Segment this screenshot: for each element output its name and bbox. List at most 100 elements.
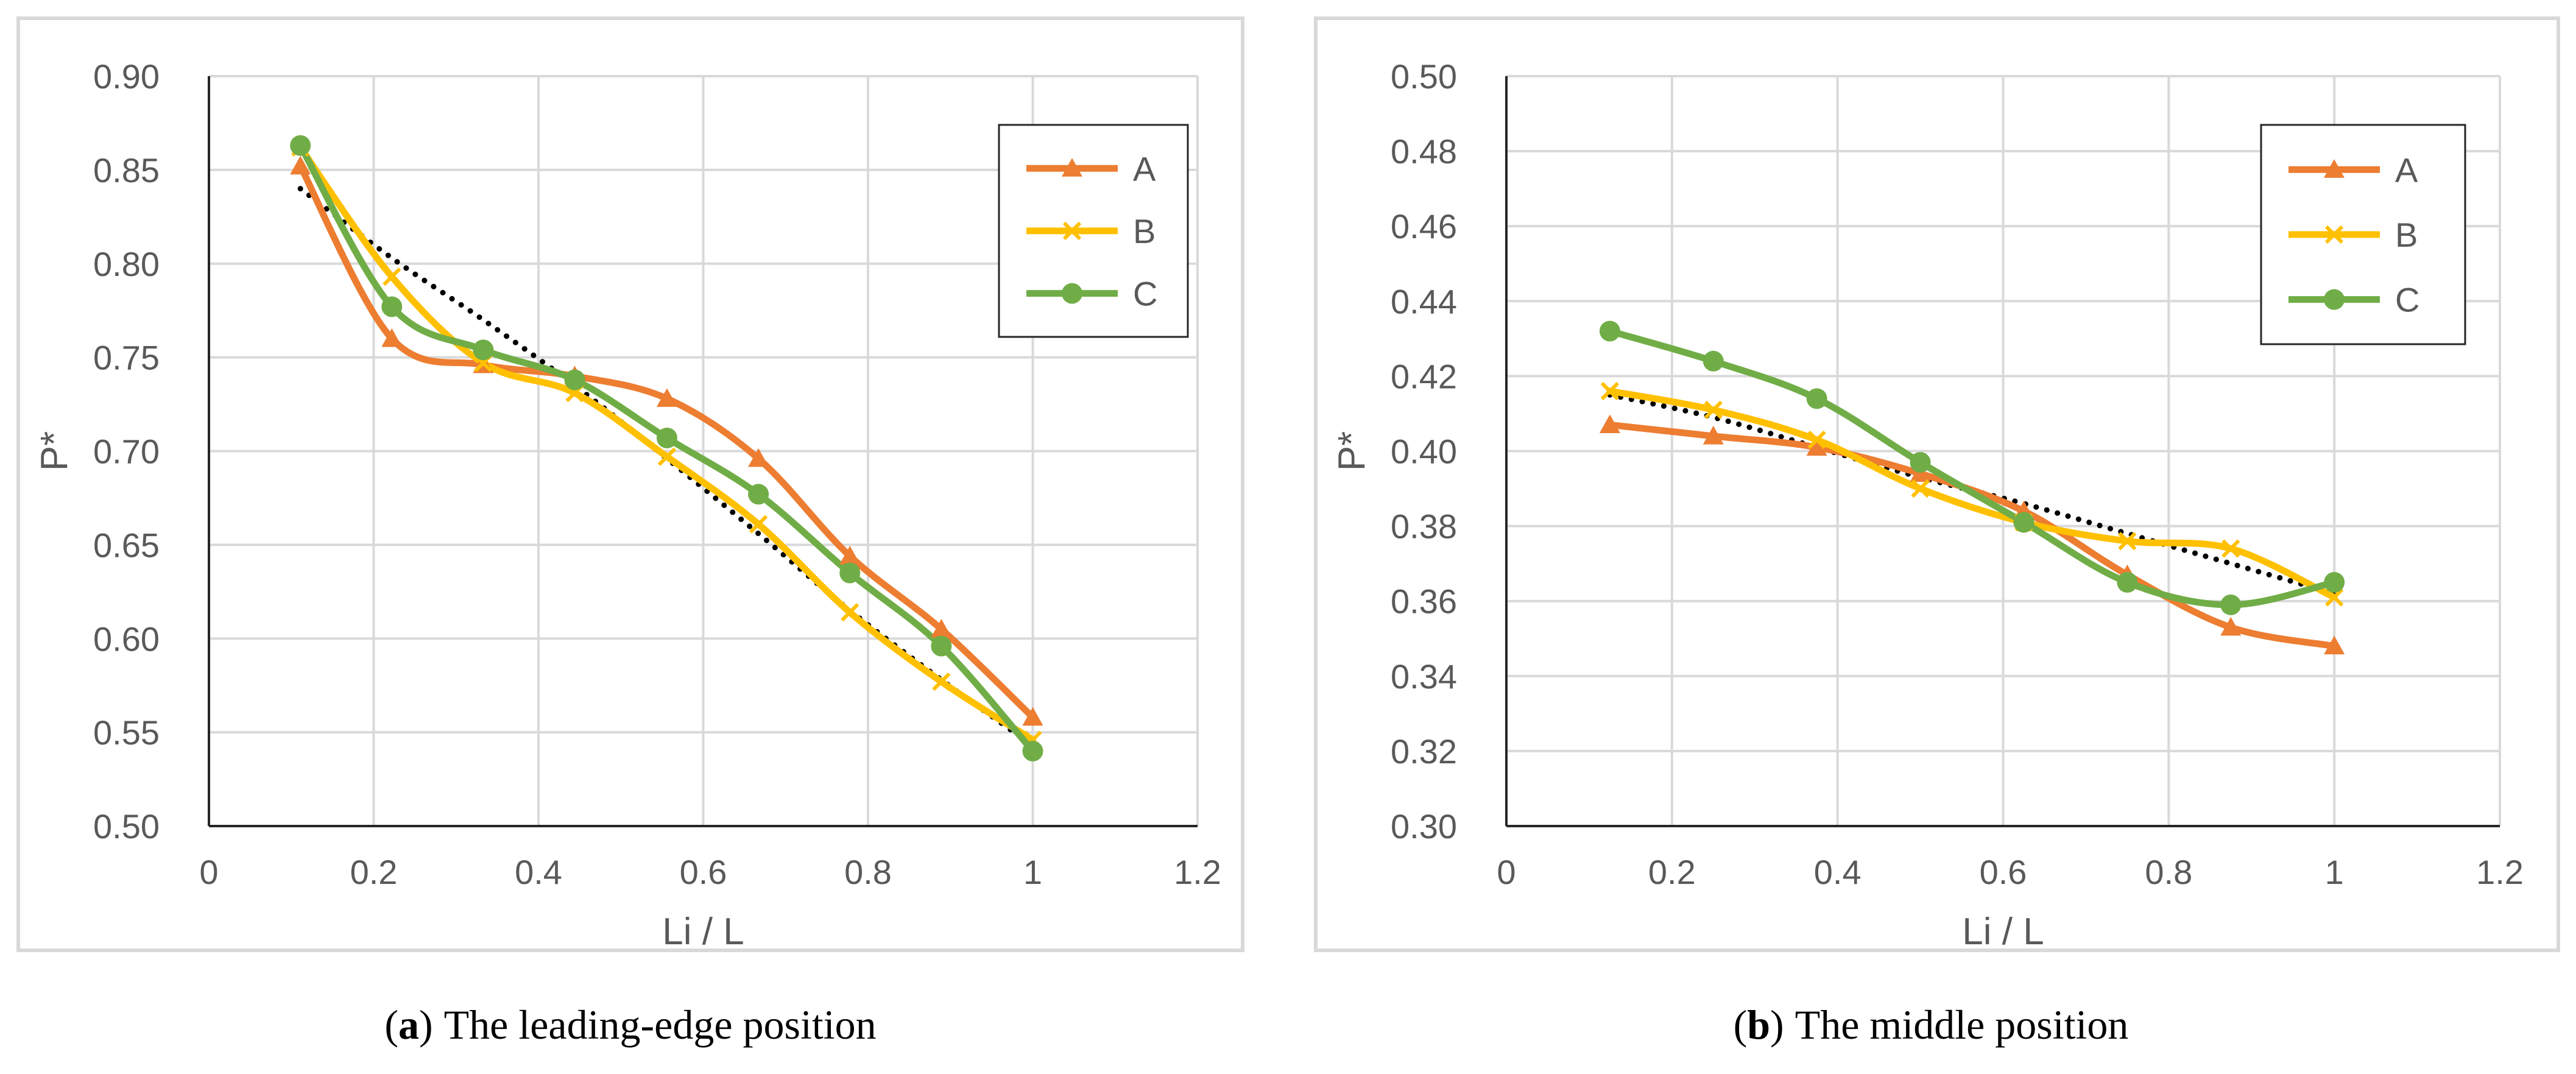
- chart-a-x-tick-label: 0.2: [350, 853, 398, 891]
- caption-b-text: The middle position: [1795, 1002, 2129, 1048]
- chart-a-x-tick-label: 1.2: [1174, 853, 1221, 891]
- chart-a-x-tick-label: 0.6: [680, 853, 727, 891]
- chart-a-y-tick-label: 0.90: [93, 57, 160, 96]
- chart-a-legend-A-label: A: [1133, 149, 1156, 188]
- caption-a-open: (: [384, 1002, 398, 1048]
- chart-b-x-tick-label: 0.6: [1980, 853, 2027, 891]
- chart-a-series-A-point: [1022, 707, 1043, 726]
- chart-a-series-C-point: [839, 562, 861, 584]
- caption-b-open: (: [1734, 1002, 1748, 1048]
- chart-b-series-C-point: [2324, 571, 2345, 593]
- chart-b-y-tick-label: 0.42: [1391, 357, 1457, 395]
- chart-b-series-C-point: [2220, 594, 2242, 615]
- chart-a-series-A-point: [381, 328, 403, 347]
- chart-a-y-tick-label: 0.80: [93, 245, 160, 283]
- chart-b-series-C-point: [1806, 388, 1827, 409]
- chart-b-x-tick-label: 0.8: [2145, 853, 2192, 891]
- chart-b-x-tick-label: 1: [2325, 853, 2344, 891]
- chart-a-y-tick-label: 0.85: [93, 151, 160, 189]
- chart-b-series-C-point: [1910, 451, 1931, 473]
- chart-a-x-tick-label: 1: [1023, 853, 1042, 891]
- chart-b-series-B-line: [1606, 387, 2338, 601]
- chart-a-series-A-point: [839, 545, 861, 565]
- chart-a-y-tick-label: 0.50: [93, 807, 160, 846]
- caption-a: (a) The leading-edge position: [384, 1002, 876, 1048]
- chart-a-series-B-point: [841, 603, 859, 622]
- chart-b-series-A-point: [1599, 414, 1620, 434]
- chart-b-series-B-point: [1600, 381, 1620, 401]
- chart-b-y-tick-label: 0.44: [1391, 282, 1457, 320]
- chart-a-series-B-point: [749, 515, 768, 534]
- chart-a-legend-C-marker: [1062, 283, 1082, 304]
- chart-b-series-B-point: [2221, 539, 2240, 558]
- chart-b-series-C-point: [2013, 512, 2034, 533]
- chart-a-series-C-point: [748, 484, 769, 505]
- chart-a-x-tick-label: 0.8: [844, 853, 892, 891]
- chart-b-series-B-point: [1704, 400, 1723, 419]
- chart-b-series-B-point: [1911, 479, 1930, 498]
- chart-a-x-tick-label: 0.4: [515, 853, 562, 891]
- chart-a-series-B-point: [657, 447, 677, 466]
- chart-a-y-tick-label: 0.55: [93, 713, 160, 752]
- chart-b-series-C-point: [2117, 571, 2138, 593]
- chart-b-series-A-point: [2220, 616, 2242, 636]
- chart-b-legend-B-label: B: [2395, 216, 2418, 254]
- chart-a-legend-A-marker: [1062, 158, 1082, 177]
- chart-a-series-A-point: [290, 155, 311, 175]
- chart-b-y-axis-title: P*: [1331, 431, 1373, 471]
- chart-b-x-tick-label: 0.2: [1648, 853, 1696, 891]
- chart-panel-b: 0 0.2 0.4 0.6 0.8 1 1.2 0.30 0.32 0.34 0.36 0.38 0.4…: [1314, 16, 2560, 953]
- chart-b-y-tick-label: 0.32: [1391, 732, 1457, 771]
- chart-a-series-C-point: [931, 635, 952, 657]
- chart-b-series-A-point: [1703, 425, 1724, 445]
- chart-b-series-A-point: [1806, 437, 1827, 456]
- chart-a-legend: ABC: [998, 124, 1189, 338]
- chart-b-series-B-point: [1807, 430, 1826, 450]
- caption-a-close: ): [419, 1002, 433, 1048]
- chart-b-y-tick-label: 0.46: [1391, 207, 1457, 246]
- chart-b-legend-C-label: C: [2395, 281, 2419, 319]
- chart-b-legend-C-marker: [2324, 289, 2345, 310]
- chart-b-series-B-point: [2325, 588, 2344, 607]
- chart-a-series-C-point: [564, 369, 585, 390]
- chart-b-legend-B-marker: [2324, 225, 2344, 244]
- chart-b-y-tick-label: 0.30: [1391, 807, 1457, 846]
- chart-a-legend-C-label: C: [1133, 275, 1157, 313]
- caption-a-letter: a: [398, 1002, 419, 1048]
- chart-a-series-A-point: [748, 448, 769, 467]
- chart-b-y-tick-label: 0.38: [1391, 507, 1457, 546]
- chart-a-x-axis-title: Li / L: [662, 911, 744, 953]
- chart-a-legend-B-label: B: [1133, 212, 1156, 250]
- chart-b-legend: ABC: [2260, 124, 2466, 345]
- chart-b-y-tick-label: 0.50: [1391, 57, 1457, 96]
- chart-b-y-tick-label: 0.48: [1391, 132, 1457, 171]
- caption-b-letter: b: [1747, 1002, 1770, 1048]
- chart-b-y-tick-label: 0.36: [1391, 582, 1457, 621]
- chart-a-y-tick-label: 0.75: [93, 339, 160, 377]
- chart-a-x-tick-label: 0: [199, 853, 218, 891]
- chart-b-series-C-line: [1606, 328, 2338, 609]
- chart-a-series-C-point: [290, 135, 311, 156]
- chart-a-y-axis-title: P*: [34, 431, 76, 471]
- caption-b-close: ): [1770, 1002, 1784, 1048]
- chart-b-legend-A-marker: [2324, 159, 2345, 178]
- chart-a-series-B-point: [383, 267, 401, 286]
- chart-a-y-tick-label: 0.60: [93, 620, 160, 658]
- chart-b-series-C-point: [1703, 350, 1724, 372]
- caption-a-text: The leading-edge position: [444, 1002, 877, 1048]
- chart-a-y-tick-label: 0.70: [93, 433, 160, 471]
- chart-a-series-A-point: [656, 388, 677, 407]
- chart-a-series-C-point: [381, 296, 403, 317]
- chart-a-y-tick-label: 0.65: [93, 526, 160, 564]
- chart-b-y-tick-label: 0.34: [1391, 657, 1457, 696]
- chart-b-x-tick-label: 1.2: [2476, 853, 2524, 891]
- caption-b: (b) The middle position: [1734, 1002, 2129, 1048]
- chart-a-series-C-point: [473, 339, 494, 361]
- chart-a-series-C-point: [1022, 740, 1043, 761]
- chart-b-series-B-point: [2118, 532, 2137, 551]
- chart-b-x-tick-label: 0: [1497, 853, 1516, 891]
- chart-b-y-tick-label: 0.40: [1391, 433, 1457, 471]
- chart-b-x-axis-title: Li / L: [1962, 911, 2044, 953]
- chart-b-series-C-point: [1599, 320, 1620, 342]
